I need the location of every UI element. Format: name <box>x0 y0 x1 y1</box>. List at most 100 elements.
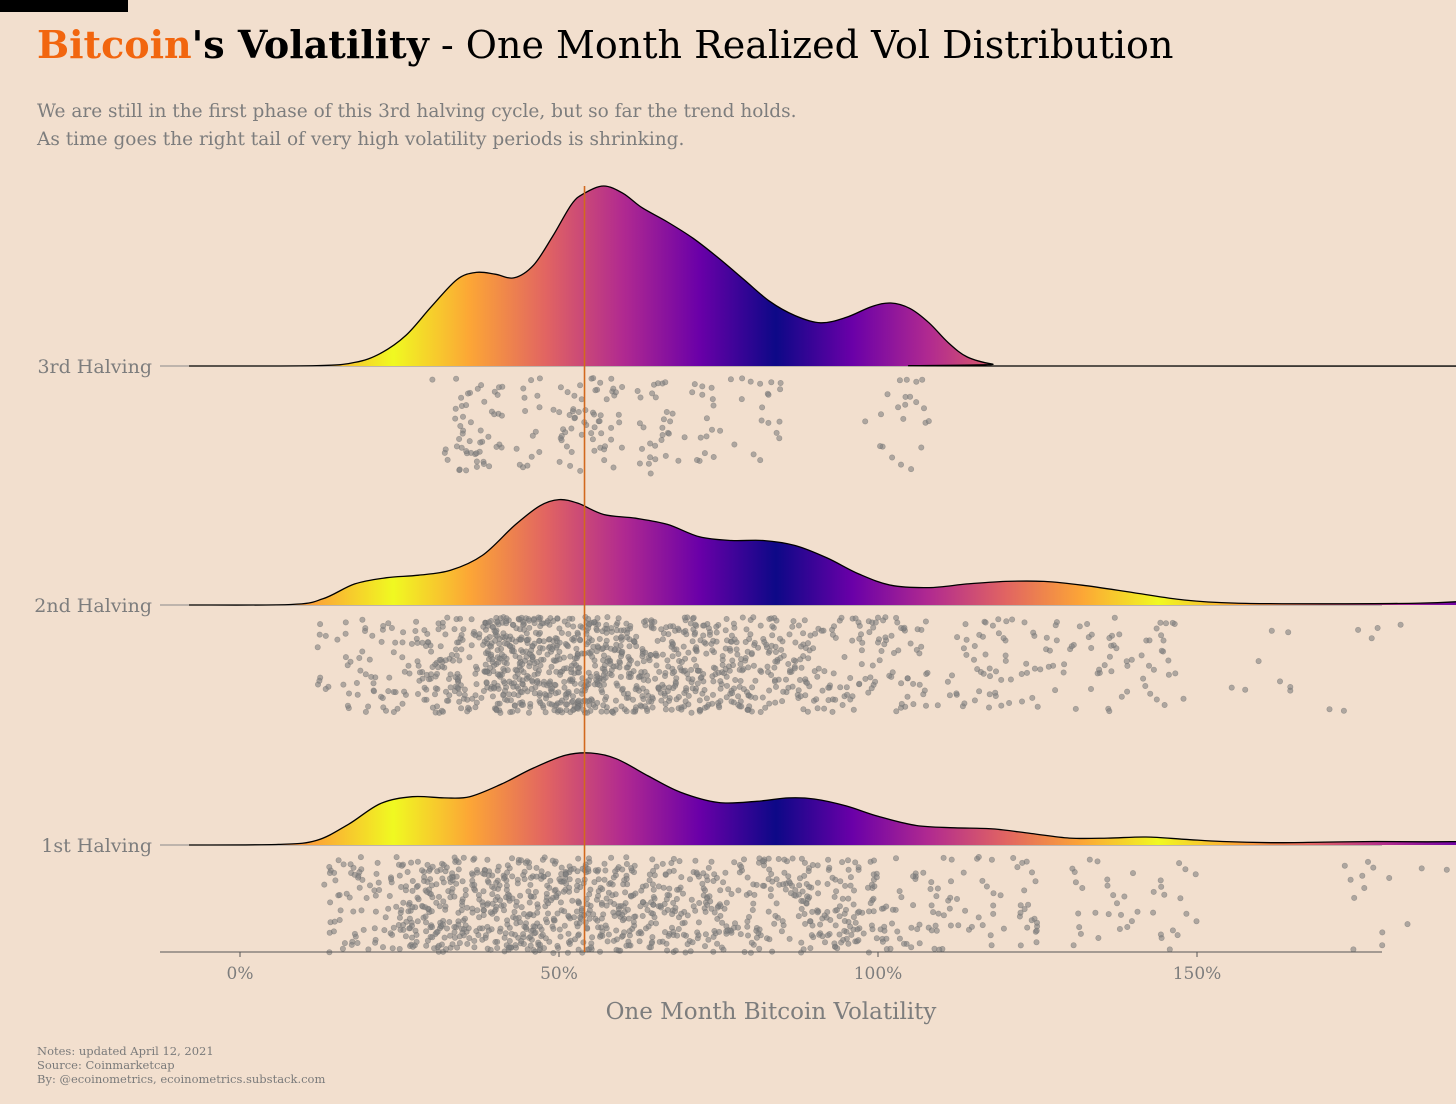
data-point <box>556 625 563 632</box>
data-point <box>758 668 765 675</box>
data-point <box>1177 895 1184 902</box>
data-point <box>837 684 844 691</box>
data-point <box>560 654 567 661</box>
data-point <box>714 904 721 911</box>
data-point <box>385 688 392 695</box>
data-point <box>662 706 669 713</box>
data-point <box>564 949 571 956</box>
data-point <box>429 934 436 941</box>
data-point <box>466 438 473 445</box>
data-point <box>510 621 517 628</box>
data-point <box>565 688 572 695</box>
data-point <box>804 640 811 647</box>
data-point <box>713 638 720 645</box>
data-point <box>688 666 695 673</box>
data-point <box>900 415 907 422</box>
data-point <box>1347 876 1354 883</box>
data-point <box>561 908 568 915</box>
data-point <box>1174 932 1181 939</box>
data-point <box>501 680 508 687</box>
data-point <box>709 396 716 403</box>
data-point <box>870 624 877 631</box>
data-point <box>664 688 671 695</box>
data-point <box>571 914 578 921</box>
data-point <box>962 907 969 914</box>
data-point <box>525 709 532 716</box>
data-point <box>399 700 406 707</box>
data-point <box>414 858 421 865</box>
data-point <box>492 637 499 644</box>
data-point <box>523 636 530 643</box>
data-point <box>734 924 741 931</box>
data-point <box>623 634 630 641</box>
chart-title: Bitcoin's Volatility - One Month Realize… <box>37 22 1173 67</box>
data-point <box>356 654 363 661</box>
data-point <box>459 929 466 936</box>
data-point <box>368 673 375 680</box>
data-point <box>458 705 465 712</box>
data-point <box>618 633 625 640</box>
data-point <box>814 705 821 712</box>
data-point <box>767 892 774 899</box>
data-point <box>543 619 550 626</box>
data-point <box>429 704 436 711</box>
data-point <box>681 434 688 441</box>
data-point <box>734 651 741 658</box>
data-point <box>613 927 620 934</box>
data-point <box>690 614 697 621</box>
data-point <box>445 675 452 682</box>
data-point <box>568 669 575 676</box>
data-point <box>468 616 475 623</box>
data-point <box>619 383 626 390</box>
data-point <box>636 938 643 945</box>
data-point <box>1153 696 1160 703</box>
data-point <box>386 674 393 681</box>
data-point <box>862 675 869 682</box>
data-point <box>719 661 726 668</box>
data-point <box>650 886 657 893</box>
data-point <box>598 686 605 693</box>
data-point <box>976 688 983 695</box>
data-point <box>819 933 826 940</box>
data-point <box>492 629 499 636</box>
data-point <box>1018 698 1025 705</box>
data-point <box>930 909 937 916</box>
data-point <box>758 417 765 424</box>
data-point <box>438 707 445 714</box>
data-point <box>406 670 413 677</box>
data-point <box>934 885 941 892</box>
data-point <box>553 892 560 899</box>
data-point <box>1150 888 1157 895</box>
data-point <box>508 930 515 937</box>
data-point <box>990 910 997 917</box>
data-point <box>706 631 713 638</box>
data-point <box>940 854 947 861</box>
data-point <box>631 913 638 920</box>
data-point <box>797 656 804 663</box>
data-point <box>847 696 854 703</box>
data-point <box>646 657 653 664</box>
data-point <box>847 874 854 881</box>
data-point <box>623 708 630 715</box>
data-point <box>466 654 473 661</box>
data-point <box>400 629 407 636</box>
data-point <box>689 638 696 645</box>
data-point <box>1193 918 1200 925</box>
data-point <box>444 456 451 463</box>
data-point <box>550 915 557 922</box>
data-point <box>596 635 603 642</box>
data-point <box>971 642 978 649</box>
data-point <box>607 898 614 905</box>
data-point <box>807 945 814 952</box>
data-point <box>595 888 602 895</box>
data-point <box>580 706 587 713</box>
data-point <box>656 668 663 675</box>
data-point <box>601 457 608 464</box>
data-point <box>558 629 565 636</box>
chart-subtitle: We are still in the first phase of this … <box>37 98 797 154</box>
data-point <box>498 412 505 419</box>
data-point <box>529 643 536 650</box>
data-point <box>623 860 630 867</box>
data-point <box>580 880 587 887</box>
data-point <box>537 623 544 630</box>
